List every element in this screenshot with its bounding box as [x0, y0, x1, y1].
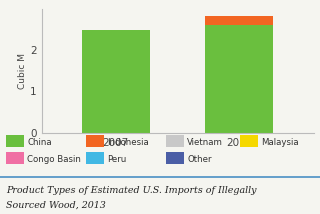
- Bar: [205, 25, 273, 133]
- Text: Indonesia: Indonesia: [107, 138, 149, 147]
- Bar: [82, 30, 150, 133]
- Text: Other: Other: [187, 155, 212, 164]
- Bar: [205, 16, 273, 25]
- Text: Sourced Wood, 2013: Sourced Wood, 2013: [6, 201, 106, 210]
- Text: Malaysia: Malaysia: [261, 138, 299, 147]
- Text: Product Types of Estimated U.S. Imports of Illegally: Product Types of Estimated U.S. Imports …: [6, 186, 257, 195]
- Text: China: China: [27, 138, 52, 147]
- Text: Vietnam: Vietnam: [187, 138, 223, 147]
- Y-axis label: Cubic M: Cubic M: [18, 53, 27, 89]
- Text: Peru: Peru: [107, 155, 126, 164]
- Text: Congo Basin: Congo Basin: [27, 155, 81, 164]
